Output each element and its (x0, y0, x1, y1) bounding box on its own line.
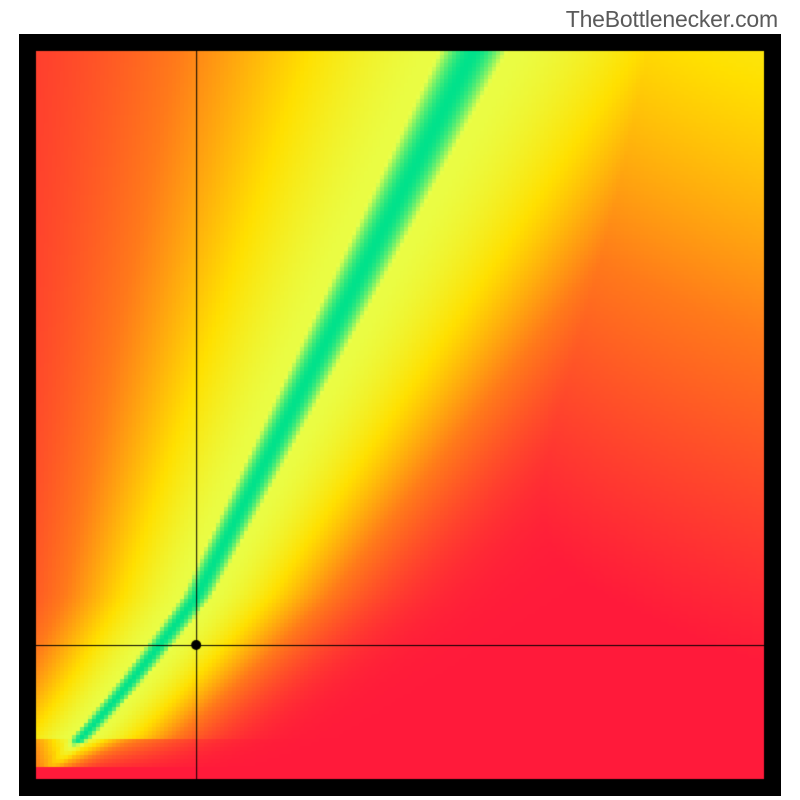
heatmap-frame (19, 34, 781, 796)
heatmap-canvas (19, 34, 781, 796)
watermark: TheBottlenecker.com (566, 6, 778, 33)
